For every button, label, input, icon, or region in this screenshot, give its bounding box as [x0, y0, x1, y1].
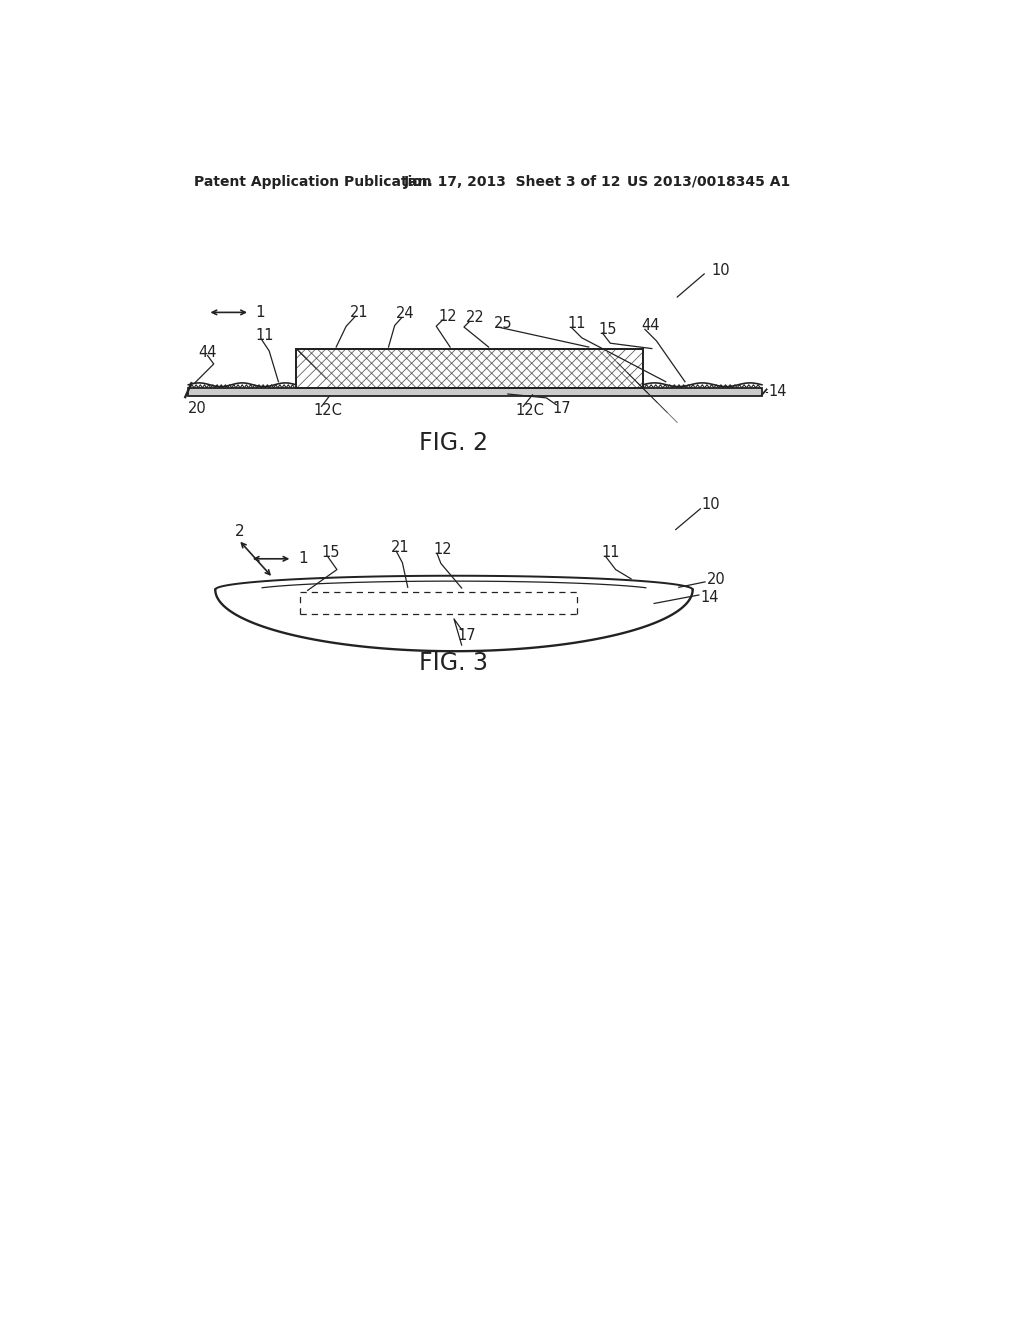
Text: 14: 14 — [700, 590, 719, 605]
Text: 14: 14 — [768, 384, 786, 399]
Text: 44: 44 — [641, 318, 659, 333]
Bar — [296, 348, 643, 388]
Text: FIG. 2: FIG. 2 — [420, 432, 488, 455]
Text: US 2013/0018345 A1: US 2013/0018345 A1 — [628, 174, 791, 189]
Text: 24: 24 — [396, 306, 415, 322]
Text: 12: 12 — [438, 309, 457, 323]
Text: 17: 17 — [458, 628, 476, 643]
Text: Patent Application Publication: Patent Application Publication — [194, 174, 431, 189]
Text: 21: 21 — [391, 540, 410, 554]
Text: 2: 2 — [234, 524, 244, 540]
Text: 11: 11 — [255, 327, 273, 343]
Text: 21: 21 — [350, 305, 369, 319]
Text: 20: 20 — [707, 572, 725, 587]
Text: 11: 11 — [568, 317, 587, 331]
Text: 12C: 12C — [313, 403, 343, 417]
Text: 25: 25 — [494, 317, 513, 331]
Text: Jan. 17, 2013  Sheet 3 of 12: Jan. 17, 2013 Sheet 3 of 12 — [403, 174, 622, 189]
Text: FIG. 3: FIG. 3 — [420, 651, 488, 675]
Text: 15: 15 — [599, 322, 617, 337]
Text: 12C: 12C — [515, 403, 545, 417]
Text: 10: 10 — [712, 263, 730, 277]
Text: 17: 17 — [553, 401, 571, 416]
Bar — [188, 388, 762, 396]
Text: 44: 44 — [199, 345, 217, 360]
Text: 22: 22 — [466, 310, 484, 325]
Text: 15: 15 — [322, 545, 340, 560]
Bar — [296, 348, 643, 388]
Text: 20: 20 — [188, 401, 207, 416]
Text: 11: 11 — [602, 545, 621, 560]
Text: 1: 1 — [298, 552, 308, 566]
Text: 12: 12 — [433, 543, 452, 557]
Text: 10: 10 — [701, 498, 721, 512]
Text: 1: 1 — [255, 305, 265, 319]
